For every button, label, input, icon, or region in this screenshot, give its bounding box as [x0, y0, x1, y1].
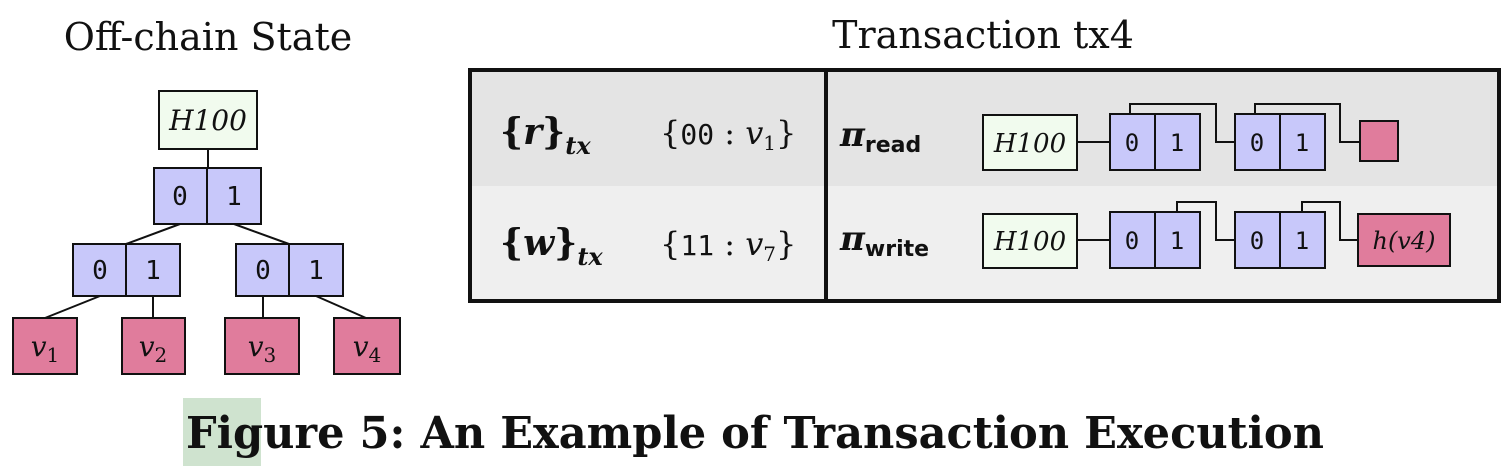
write-set-sub: tx [577, 242, 603, 271]
offchain-level2-left-bit-0: 0 [92, 256, 108, 286]
read-path-root-label: H100 [993, 129, 1066, 159]
offchain-leaf-v1-sub: 1 [47, 343, 60, 367]
offchain-level2-left-bit-1: 1 [145, 256, 161, 286]
offchain-leaf-v4: v4 [333, 317, 401, 375]
offchain-leaf-v3: v3 [224, 317, 300, 375]
read-path-node-a-bit-0: 0 [1125, 129, 1139, 157]
write-path-node-b-bit-1: 1 [1295, 227, 1309, 255]
write-set-value: {11 : v7} [660, 225, 796, 266]
proof-write-label: πwrite [839, 219, 929, 262]
proof-read-sub: read [865, 133, 921, 158]
transaction-panel: Transaction tx4 {r}tx {00 : v1} πread H1… [468, 13, 1501, 303]
read-path-node-b: 0 1 [1234, 113, 1326, 171]
transaction-row-read: {r}tx {00 : v1} πread H100 0 1 [500, 103, 1399, 171]
offchain-leaf-v4-label: v4 [353, 330, 382, 367]
read-set-value: {00 : v1} [660, 114, 796, 155]
offchain-leaf-v1: v1 [12, 317, 78, 375]
offchain-leaf-v2-label: v2 [139, 330, 168, 367]
offchain-title: Off-chain State [64, 15, 352, 59]
offchain-leaf-v3-sub: 3 [264, 343, 277, 367]
caption-highlight [183, 398, 261, 466]
write-set-value-sub: 7 [763, 242, 776, 266]
read-path-node-a: 0 1 [1109, 113, 1201, 171]
transaction-table-border [468, 68, 1501, 303]
write-path-root-label: H100 [993, 227, 1066, 257]
write-path-terminal: h(v4) [1357, 213, 1451, 267]
read-set-sub: tx [565, 131, 591, 160]
offchain-leaf-v2-sub: 2 [155, 343, 168, 367]
write-path-root: H100 [982, 213, 1078, 269]
read-path-connectors [1077, 103, 1360, 143]
offchain-level2-left-node: 0 1 [72, 243, 181, 297]
caption-text: Figure 5: An Example of Transaction Exec… [186, 408, 1324, 459]
write-path-node-a-bit-0: 0 [1125, 227, 1139, 255]
write-path-node-a: 0 1 [1109, 211, 1201, 269]
read-path-terminal [1359, 120, 1399, 162]
read-set-value-sub: 1 [763, 131, 776, 155]
write-path-node-b-bit-0: 0 [1250, 227, 1264, 255]
offchain-level1-node: 0 1 [153, 167, 262, 225]
read-path-root: H100 [982, 114, 1078, 171]
write-path-node-a-bit-1: 1 [1170, 227, 1184, 255]
write-path-node-b: 0 1 [1234, 211, 1326, 269]
offchain-level1-bit-0: 0 [172, 182, 188, 212]
offchain-level2-right-bit-0: 0 [255, 256, 271, 286]
offchain-level2-right-node: 0 1 [235, 243, 344, 297]
transaction-title: Transaction tx4 [832, 13, 1134, 57]
offchain-level2-right-bit-1: 1 [308, 256, 324, 286]
figure-caption: Figure 5: An Example of Transaction Exec… [183, 398, 1324, 466]
read-path-node-a-bit-1: 1 [1170, 129, 1184, 157]
read-path-node-b-bit-1: 1 [1295, 129, 1309, 157]
write-path-connectors [1077, 201, 1358, 241]
offchain-leaf-v4-sub: 4 [369, 343, 382, 367]
offchain-root-label: H100 [168, 104, 247, 137]
write-path-terminal-label: h(v4) [1372, 227, 1435, 255]
offchain-root-node: H100 [158, 90, 258, 150]
proof-write-sub: write [865, 237, 929, 262]
offchain-state-panel: Off-chain State H100 0 1 0 [12, 15, 401, 375]
offchain-leaf-v2: v2 [121, 317, 186, 375]
read-path-node-b-bit-0: 0 [1250, 129, 1264, 157]
offchain-level1-bit-1: 1 [226, 182, 242, 212]
offchain-tree-edges [44, 149, 367, 319]
